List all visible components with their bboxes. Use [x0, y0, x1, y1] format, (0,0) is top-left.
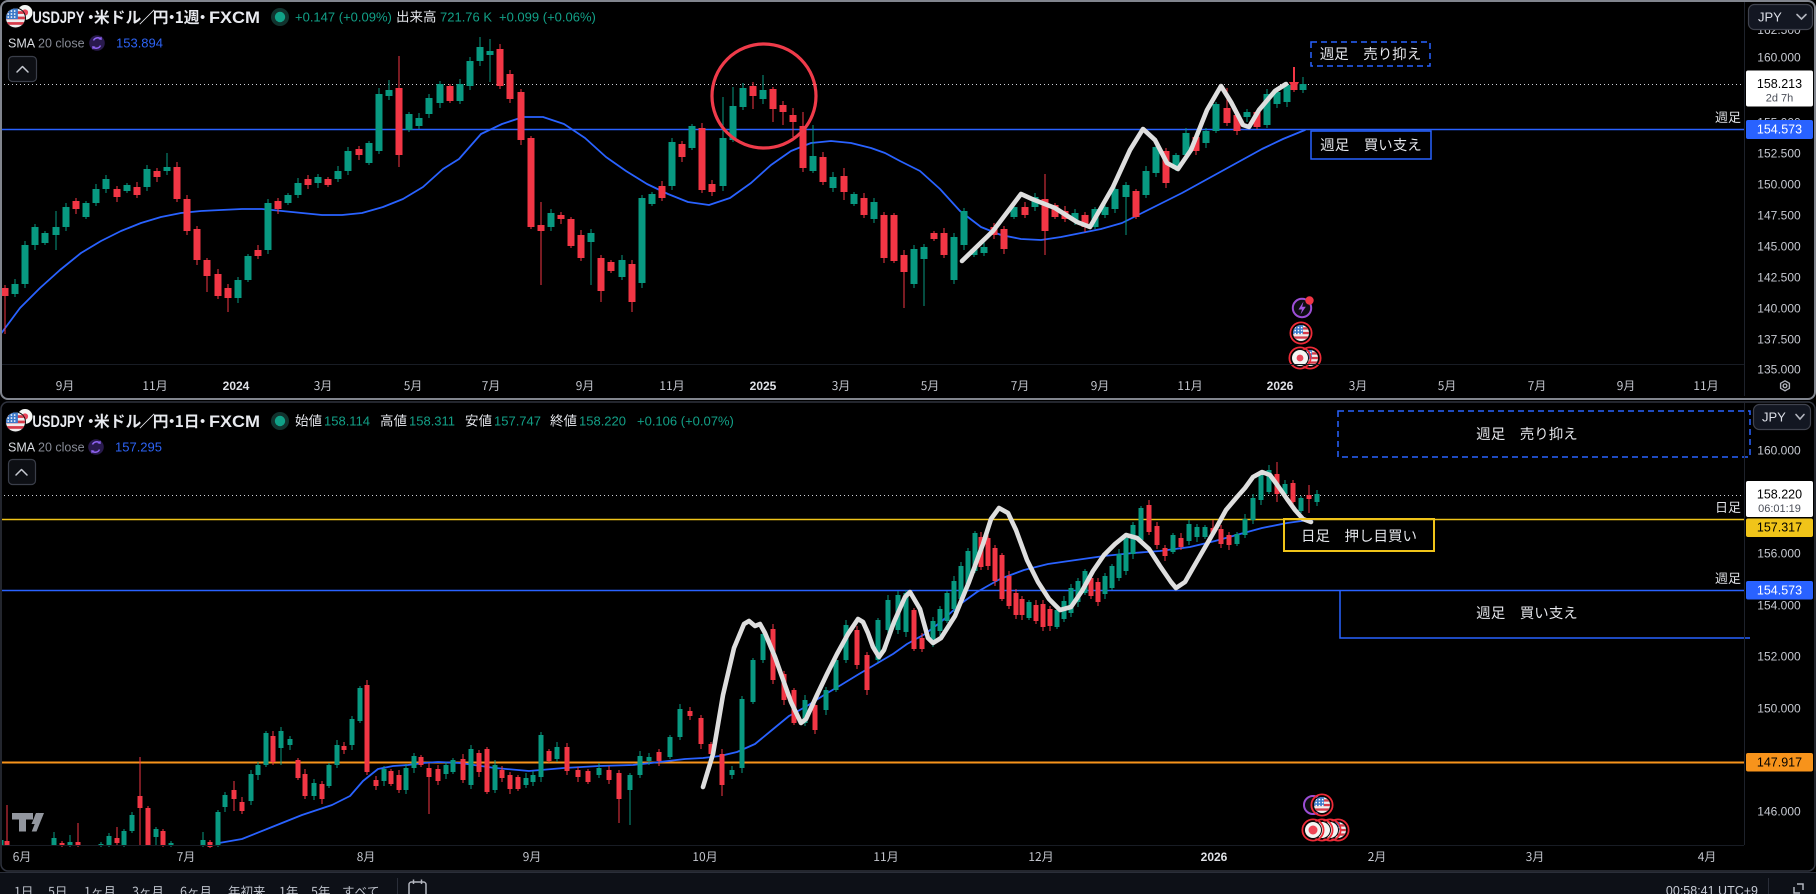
svg-text:135.000: 135.000 [1757, 363, 1801, 377]
svg-text:+0.099 (+0.06%): +0.099 (+0.06%) [499, 10, 596, 25]
svg-text:158.220: 158.220 [579, 414, 626, 429]
svg-text:20 close: 20 close [38, 37, 85, 51]
svg-text:153.894: 153.894 [116, 36, 163, 51]
svg-text:150.000: 150.000 [1757, 178, 1801, 192]
svg-text:152.000: 152.000 [1757, 650, 1801, 664]
svg-text:157.317: 157.317 [1757, 521, 1802, 535]
svg-text:2026: 2026 [1201, 850, 1228, 864]
svg-text:160.000: 160.000 [1757, 444, 1801, 458]
svg-text:JPY: JPY [1762, 410, 1786, 425]
svg-text:2d 7h: 2d 7h [1766, 93, 1794, 105]
svg-text:157.295: 157.295 [115, 440, 162, 455]
svg-text:721.76 K: 721.76 K [440, 10, 492, 25]
svg-text:158.213: 158.213 [1757, 77, 1802, 91]
svg-text:JPY: JPY [1758, 10, 1782, 25]
svg-text:+0.147 (+0.09%): +0.147 (+0.09%) [295, 10, 392, 25]
svg-text:USDJPY: USDJPY [32, 8, 85, 27]
svg-text:SMA: SMA [8, 37, 36, 51]
svg-text:SMA: SMA [8, 441, 36, 455]
svg-text:152.500: 152.500 [1757, 147, 1801, 161]
svg-text:147.917: 147.917 [1757, 756, 1802, 770]
svg-text:00:58:41 UTC+9: 00:58:41 UTC+9 [1666, 884, 1758, 894]
svg-text:142.500: 142.500 [1757, 271, 1801, 285]
svg-text:156.000: 156.000 [1757, 547, 1801, 561]
svg-text:157.747: 157.747 [494, 414, 541, 429]
svg-text:154.000: 154.000 [1757, 599, 1801, 613]
svg-text:2024: 2024 [223, 379, 250, 393]
svg-text:158.220: 158.220 [1757, 488, 1802, 502]
svg-text:FXCM: FXCM [209, 8, 260, 27]
svg-text:145.000: 145.000 [1757, 240, 1801, 254]
svg-text:160.000: 160.000 [1757, 51, 1801, 65]
svg-text:USDJPY: USDJPY [32, 412, 85, 431]
svg-text:2025: 2025 [750, 379, 777, 393]
svg-text:154.573: 154.573 [1757, 123, 1802, 137]
svg-text:147.500: 147.500 [1757, 209, 1801, 223]
svg-text:20 close: 20 close [38, 441, 85, 455]
svg-text:158.311: 158.311 [409, 414, 455, 429]
svg-text:150.000: 150.000 [1757, 702, 1801, 716]
svg-text:140.000: 140.000 [1757, 302, 1801, 316]
svg-text:146.000: 146.000 [1757, 805, 1801, 819]
svg-text:137.500: 137.500 [1757, 333, 1801, 347]
svg-text:158.114: 158.114 [324, 414, 370, 429]
svg-text:2026: 2026 [1267, 379, 1294, 393]
svg-text:+0.106 (+0.07%): +0.106 (+0.07%) [637, 414, 734, 429]
svg-text:154.573: 154.573 [1757, 584, 1802, 598]
svg-text:FXCM: FXCM [209, 412, 260, 431]
svg-text:06:01:19: 06:01:19 [1758, 503, 1801, 515]
